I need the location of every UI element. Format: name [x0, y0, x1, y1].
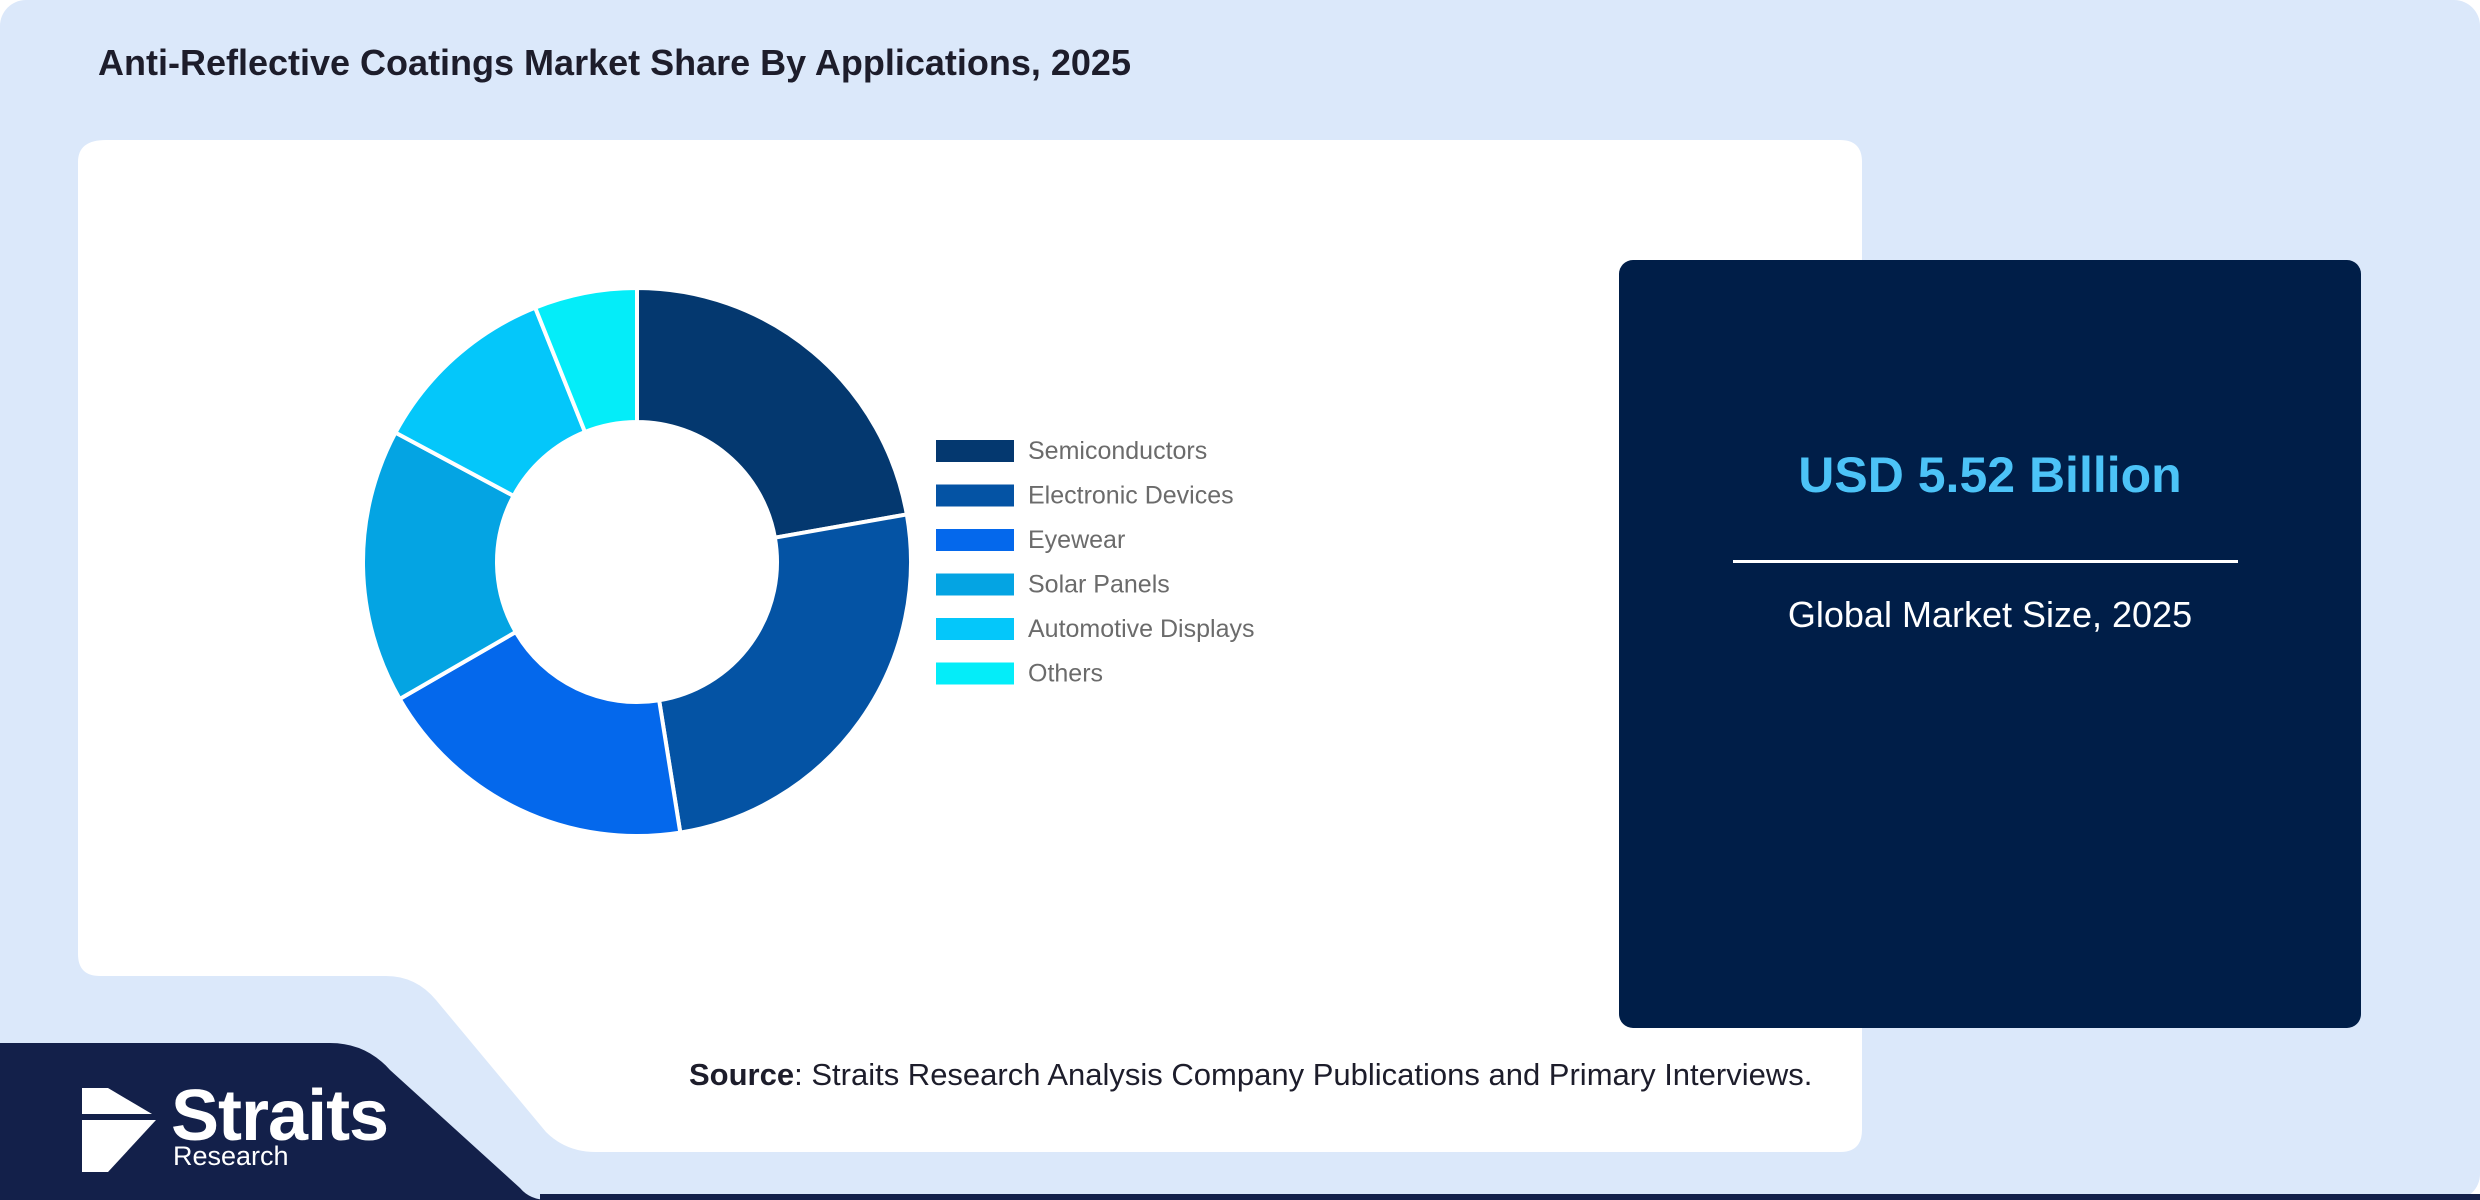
legend-label: Automotive Displays [1028, 615, 1254, 643]
market-size-label: Global Market Size, 2025 [1787, 594, 2193, 635]
donut-slice-semiconductors [635, 285, 910, 541]
legend-label: Electronic Devices [1028, 482, 1234, 510]
source-text: : Straits Research Analysis Company Publ… [794, 1057, 1813, 1092]
market-size-value: USD 5.52 Billion [1798, 447, 2182, 503]
chart-title: Anti-Reflective Coatings Market Share By… [98, 42, 1131, 83]
donut-slice-electronic-devices [656, 512, 913, 835]
footer-bottom-edge [540, 1194, 2480, 1200]
panel-divider [1733, 560, 2238, 563]
footer-band [0, 1043, 548, 1200]
donut-slice-eyewear [396, 629, 683, 838]
legend-label: Eyewear [1028, 526, 1125, 554]
legend-swatch [936, 440, 1014, 462]
legend-label: Solar Panels [1028, 571, 1170, 599]
source-prefix: Source [689, 1057, 795, 1092]
legend-swatch [936, 573, 1014, 596]
legend-swatch [936, 484, 1014, 507]
donut-slice-solar-panels [361, 429, 519, 702]
market-size-panel: USD 5.52 Billion Global Market Size, 202… [1619, 260, 2361, 1028]
donut-slice-others [532, 285, 639, 435]
legend-label: Semiconductors [1028, 437, 1207, 465]
legend-label: Others [1028, 660, 1103, 688]
straits-arrow-logo-icon [82, 1088, 156, 1172]
legend-swatch [936, 618, 1014, 640]
legend-swatch [936, 662, 1014, 685]
logo-name: Straits [171, 1076, 389, 1156]
logo-tagline: Research [173, 1141, 289, 1171]
source-note: Source: Straits Research Analysis Compan… [689, 1057, 1812, 1093]
legend-swatch [936, 529, 1014, 551]
